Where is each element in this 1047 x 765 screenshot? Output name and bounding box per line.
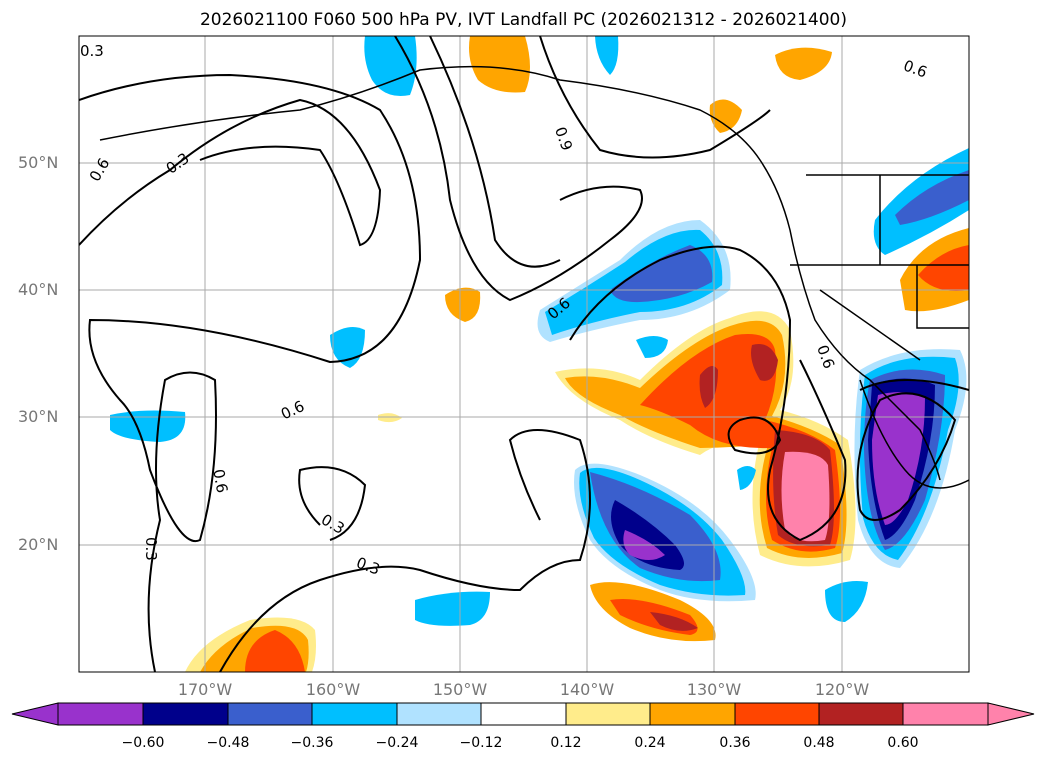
contour-label: 0.6 bbox=[86, 155, 114, 185]
contour-label: 0.3 bbox=[354, 554, 383, 579]
colorbar-tick: 0.36 bbox=[719, 735, 751, 751]
lat-label: 50°N bbox=[18, 153, 59, 172]
pv-contours bbox=[79, 36, 969, 672]
colorbar-tick: −0.60 bbox=[121, 735, 165, 751]
figure-title: 2026021100 F060 500 hPa PV, IVT Landfall… bbox=[199, 10, 847, 30]
lon-label: 160°W bbox=[305, 680, 361, 699]
colorbar-extend-high bbox=[987, 702, 1035, 726]
lon-label: 150°W bbox=[432, 680, 488, 699]
contour-label: 0.3 bbox=[80, 42, 104, 60]
lat-label: 30°N bbox=[18, 407, 59, 426]
lon-label: 140°W bbox=[559, 680, 615, 699]
coastlines bbox=[99, 65, 969, 489]
lon-label: 130°W bbox=[686, 680, 742, 699]
lon-label: 170°W bbox=[177, 680, 233, 699]
grid bbox=[79, 36, 969, 672]
colorbar-tick: 0.12 bbox=[550, 735, 582, 751]
lat-label: 20°N bbox=[18, 535, 59, 554]
colorbar bbox=[11, 702, 1035, 726]
contour-label: 0.3 bbox=[142, 537, 160, 561]
colorbar-tick: −0.48 bbox=[206, 735, 250, 751]
colorbar-tick: 0.24 bbox=[634, 735, 666, 751]
colorbar-tick: −0.24 bbox=[375, 735, 419, 751]
colorbar-tick: −0.12 bbox=[459, 735, 503, 751]
map-frame bbox=[78, 35, 970, 673]
lat-label: 40°N bbox=[18, 280, 59, 299]
colorbar-tick: −0.36 bbox=[290, 735, 334, 751]
colorbar-tick: 0.48 bbox=[803, 735, 835, 751]
contour-label: 0.3 bbox=[163, 149, 193, 177]
colorbar-tick: 0.60 bbox=[887, 735, 919, 751]
lon-label: 120°W bbox=[814, 680, 870, 699]
contour-label: 0.6 bbox=[901, 56, 930, 81]
contour-label: 0.9 bbox=[551, 124, 576, 153]
contour-label: 0.6 bbox=[209, 468, 231, 495]
colorbar-extend-low bbox=[11, 702, 59, 726]
contour-label: 0.6 bbox=[278, 397, 307, 423]
